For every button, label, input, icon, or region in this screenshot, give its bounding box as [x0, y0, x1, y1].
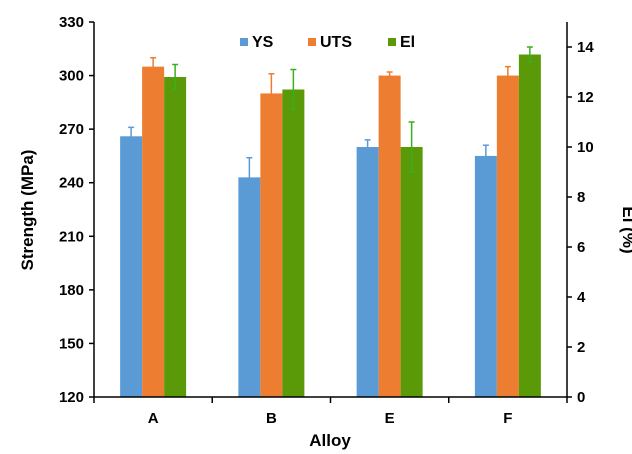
y-tick-label: 210 — [59, 228, 84, 245]
y-tick-label: 150 — [59, 335, 84, 352]
bar-ys-f — [474, 155, 497, 397]
bar-uts-a — [142, 66, 165, 398]
legend-swatch-uts — [308, 38, 316, 46]
bar-ys-b — [238, 177, 261, 397]
legend-label-uts: UTS — [320, 34, 352, 51]
y2-tick-label: 14 — [577, 39, 594, 56]
legend-label-ys: YS — [252, 34, 274, 51]
y2-tick-label: 0 — [577, 389, 585, 406]
x-tick-label: F — [503, 410, 512, 427]
legend-swatch-el — [388, 38, 396, 46]
y2-tick-label: 10 — [577, 139, 594, 156]
bar-ys-a — [120, 136, 143, 398]
y2-axis-label: El (%) — [619, 206, 632, 253]
bar-uts-b — [260, 93, 283, 397]
bar-el-e — [400, 147, 423, 397]
x-tick-label: B — [266, 410, 277, 427]
bar-ys-e — [356, 147, 379, 397]
y-tick-label: 120 — [59, 389, 84, 406]
bars — [120, 54, 541, 398]
y2-tick-label: 6 — [577, 239, 585, 256]
legend: YS UTS El — [240, 34, 415, 51]
y-tick-label: 330 — [59, 14, 84, 31]
legend-swatch-ys — [240, 38, 248, 46]
bar-el-b — [282, 89, 305, 397]
y-tick-label: 270 — [59, 121, 84, 138]
bar-uts-f — [496, 75, 519, 398]
left-ticks: 120 150 180 210 240 270 300 330 — [59, 14, 94, 406]
bar-el-a — [164, 77, 187, 397]
y-tick-label: 240 — [59, 175, 84, 192]
y-tick-label: 300 — [59, 68, 84, 85]
y2-tick-label: 4 — [577, 289, 586, 306]
y2-tick-label: 8 — [577, 189, 585, 206]
x-tick-label: E — [385, 410, 395, 427]
bar-uts-e — [378, 75, 401, 398]
x-axis-label: Alloy — [309, 431, 351, 450]
error-bars — [128, 46, 533, 198]
bar-el-f — [518, 54, 541, 397]
y2-tick-label: 2 — [577, 339, 585, 356]
y2-tick-label: 12 — [577, 89, 594, 106]
y-axis-label: Strength (MPa) — [18, 150, 37, 271]
legend-label-el: El — [400, 34, 415, 51]
x-tick-label: A — [148, 410, 159, 427]
y-tick-label: 180 — [59, 282, 84, 299]
right-ticks: 0 2 4 6 8 10 12 14 — [567, 39, 594, 406]
